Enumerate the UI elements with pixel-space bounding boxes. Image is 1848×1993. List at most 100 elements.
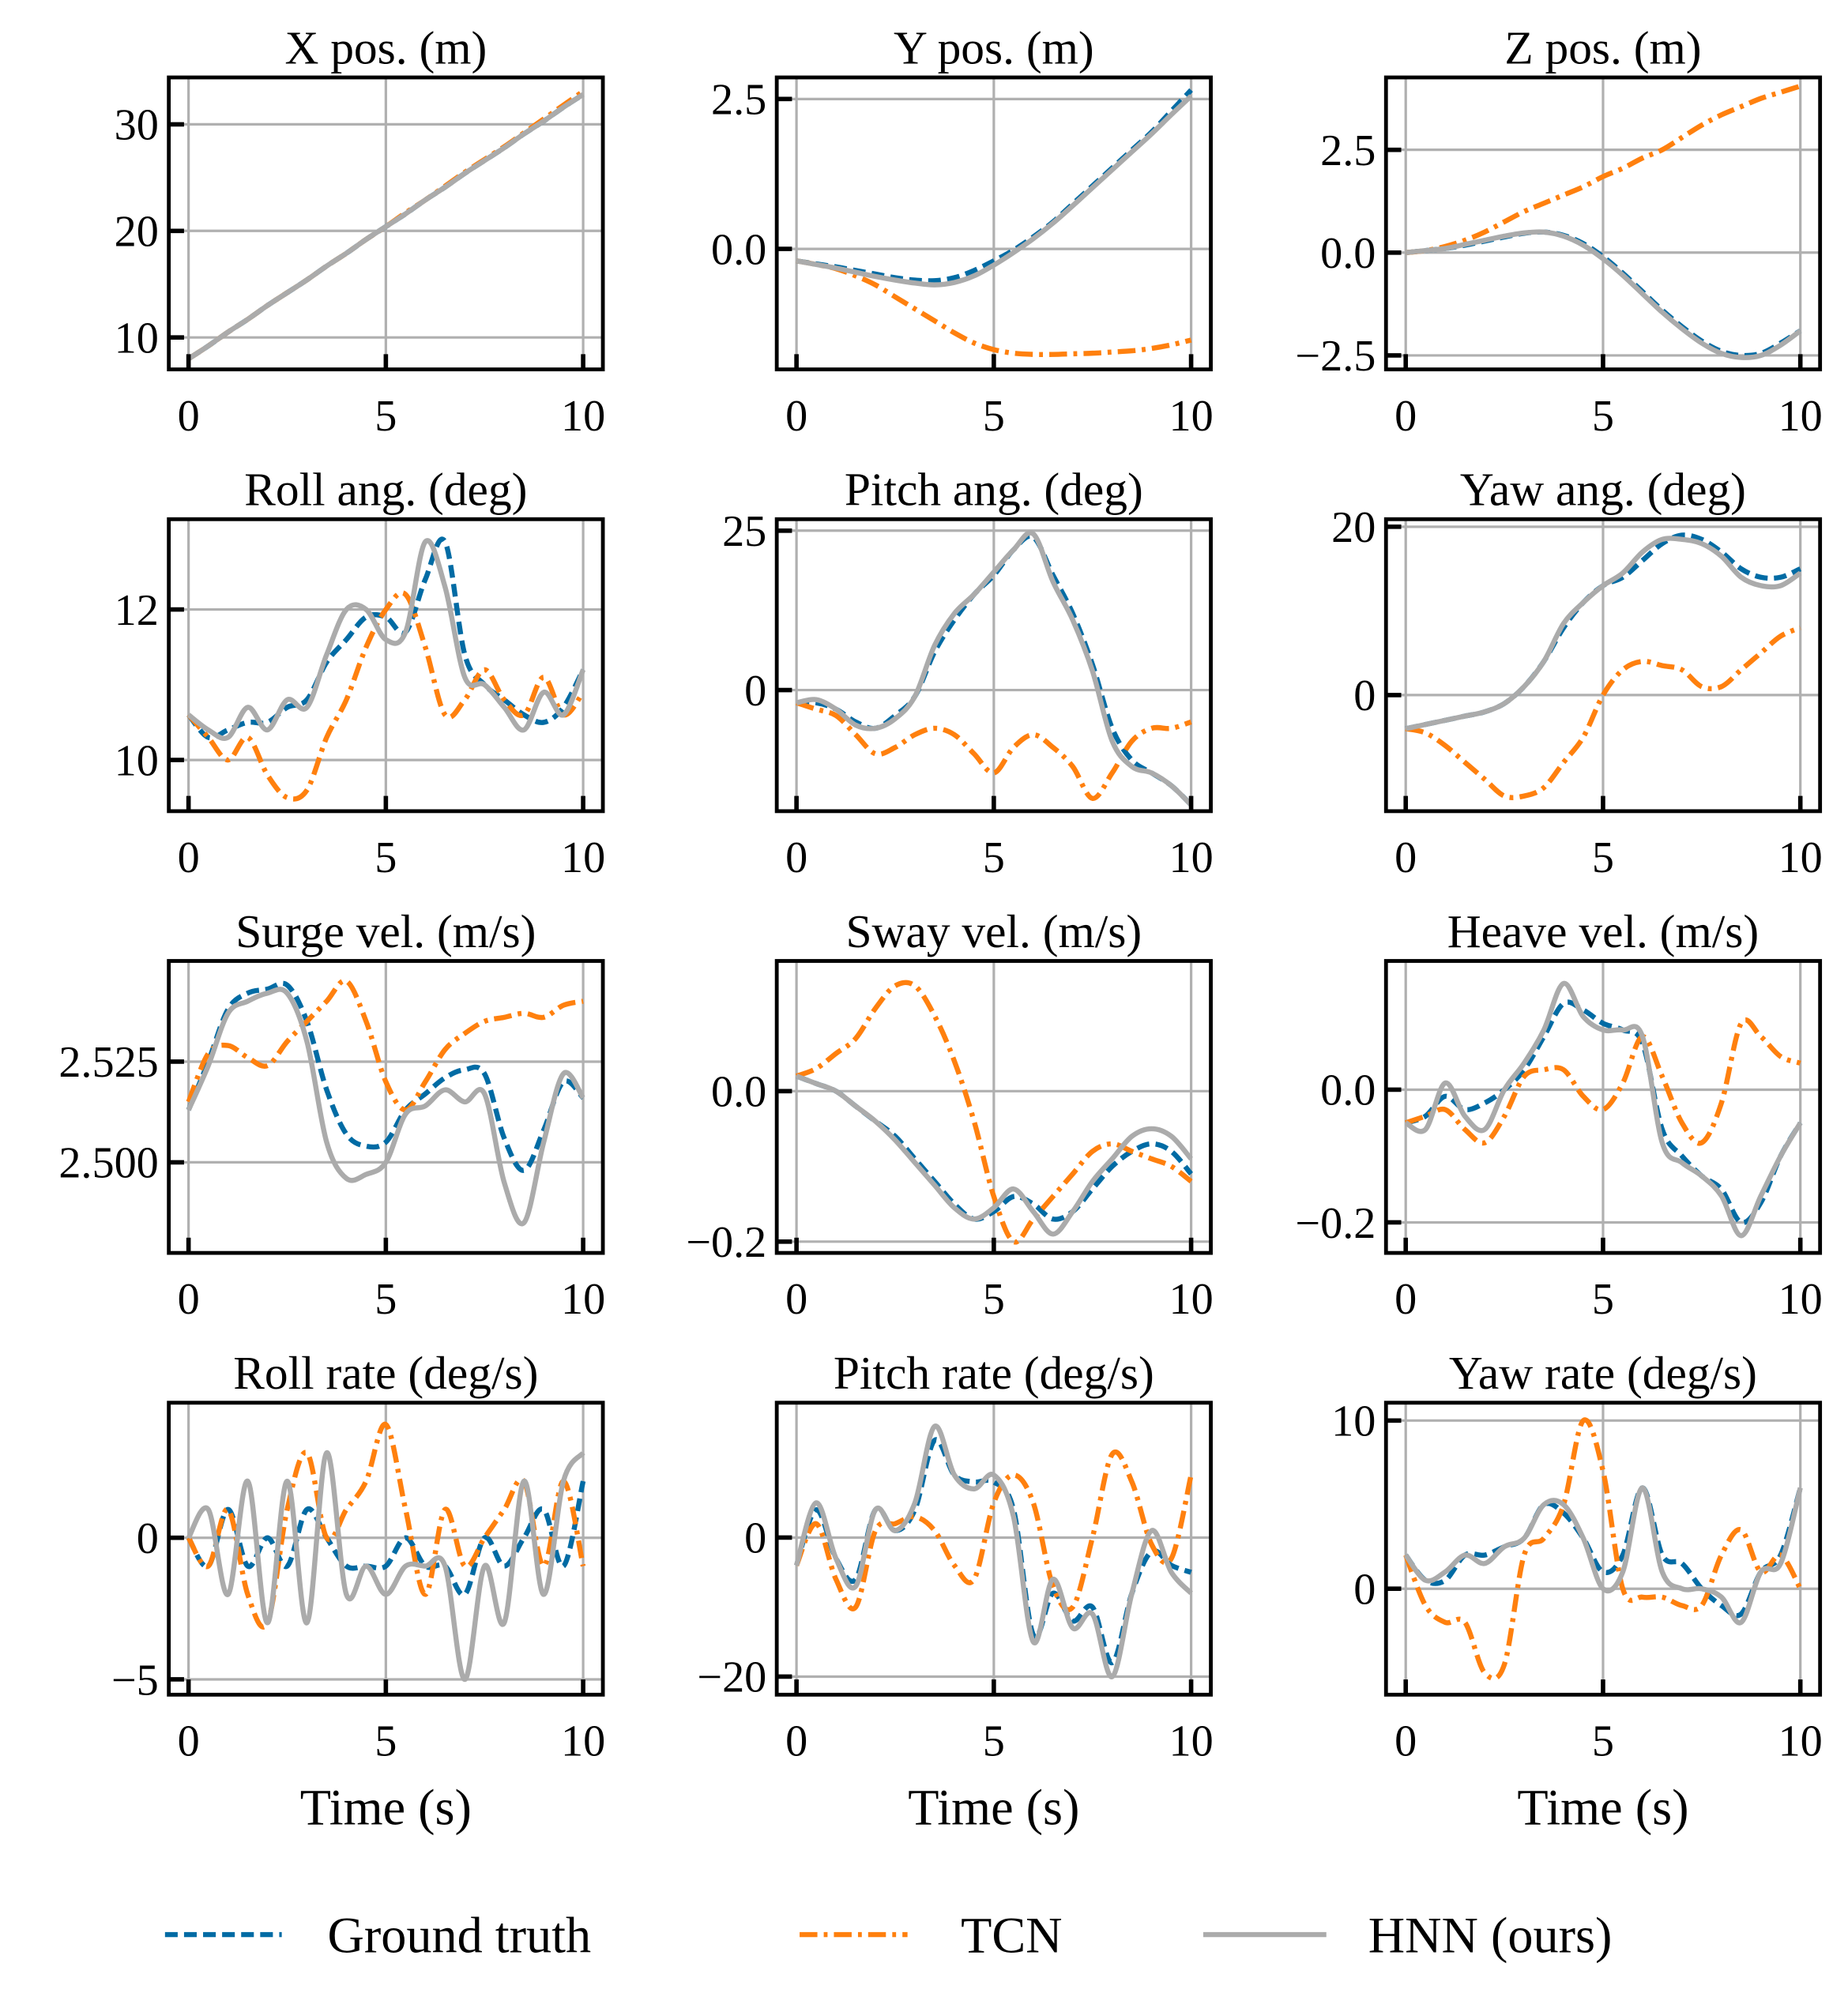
series-line-hnn-ours xyxy=(1405,229,1802,360)
x-tick-label: 5 xyxy=(374,392,397,441)
y-tick-label: 0 xyxy=(744,1514,766,1563)
y-tick-label: 10 xyxy=(115,736,159,785)
x-tick-label: 5 xyxy=(983,392,1005,441)
y-tick-label: 10 xyxy=(1331,1397,1376,1446)
x-tick-label: 5 xyxy=(983,1717,1005,1765)
series-line-hnn-ours xyxy=(795,1074,1194,1237)
y-tick-label: 20 xyxy=(115,208,159,257)
y-tick-label: 0 xyxy=(137,1514,159,1563)
axes-frame xyxy=(774,1401,1213,1697)
series-group xyxy=(186,978,585,1227)
series-group xyxy=(796,530,1193,807)
y-tick-label: 0.0 xyxy=(1320,1066,1376,1115)
x-tick-label: 0 xyxy=(785,833,807,882)
x-tick-label: 5 xyxy=(374,833,397,882)
series-group xyxy=(186,536,586,802)
x-tick-label: 0 xyxy=(178,1275,200,1324)
x-tick-label: 10 xyxy=(561,392,605,441)
legend-label: HNN (ours) xyxy=(1368,1908,1613,1964)
y-tick-label: −0.2 xyxy=(686,1218,766,1267)
series-line-tcn xyxy=(1403,1417,1803,1682)
legend-item-ground_truth: Ground truth xyxy=(164,1908,591,1964)
y-tick-label: −0.2 xyxy=(1295,1199,1376,1248)
axes-frame xyxy=(1383,959,1823,1255)
axes-frame xyxy=(167,517,605,814)
series-line-hnn-ours xyxy=(186,987,585,1227)
series-line-tcn xyxy=(1405,83,1801,255)
x-tick-label: 10 xyxy=(1169,1717,1213,1765)
subplot-grid: 0 5 10 10 20 30 X pos. (m) 0 5 10 0.0 2.5 Y pos. (m)… xyxy=(58,21,1822,1835)
x-tick-label: 0 xyxy=(1394,1717,1417,1765)
x-tick-label: 5 xyxy=(374,1275,397,1324)
legend-item-hnn: HNN (ours) xyxy=(1203,1908,1612,1964)
y-tick-label: 30 xyxy=(115,101,159,150)
x-tick-label: 10 xyxy=(561,1717,605,1765)
x-tick-label: 0 xyxy=(178,1717,200,1765)
subplot: 0 5 10 −0.2 0.0 Sway vel. (m/s) xyxy=(686,905,1213,1324)
series-group xyxy=(1405,83,1802,360)
series-line-hnn-ours xyxy=(794,1423,1193,1679)
axes-frame xyxy=(1383,75,1823,372)
subplot-title: X pos. (m) xyxy=(284,21,487,73)
series-line-ground-truth xyxy=(1403,1485,1803,1619)
series-line-ground-truth xyxy=(795,1074,1194,1222)
y-tick-label: 2.525 xyxy=(58,1038,158,1087)
subplot: 0 5 10 −20 0 Pitch rate (deg/s) Time (s) xyxy=(697,1347,1213,1835)
x-tick-label: 0 xyxy=(1394,392,1417,441)
x-tick-label: 10 xyxy=(1169,392,1213,441)
x-tick-label: 0 xyxy=(1394,1275,1417,1324)
series-line-tcn xyxy=(1405,625,1801,800)
axes-frame xyxy=(774,517,1213,814)
x-tick-label: 5 xyxy=(1592,833,1614,882)
series-group xyxy=(1403,1417,1803,1682)
series-group xyxy=(1404,980,1803,1239)
axes-frame xyxy=(1383,1401,1823,1697)
series-line-hnn-ours xyxy=(796,530,1193,807)
subplot: 0 5 10 0.0 2.5 Y pos. (m) xyxy=(711,21,1214,440)
subplot: 0 5 10 −2.5 0.0 2.5 Z pos. (m) xyxy=(1295,21,1822,440)
subplot: 0 5 10 −0.2 0.0 Heave vel. (m/s) xyxy=(1295,905,1822,1324)
subplot: 0 5 10 0 10 Yaw rate (deg/s) Time (s) xyxy=(1331,1347,1823,1835)
series-line-hnn-ours xyxy=(186,92,585,361)
y-tick-label: 2.500 xyxy=(58,1139,158,1188)
subplot-title: Yaw rate (deg/s) xyxy=(1449,1347,1757,1399)
subplot: 0 5 10 −5 0 Roll rate (deg/s) Time (s) xyxy=(111,1347,605,1835)
series-line-tcn xyxy=(795,980,1193,1245)
y-tick-label: 0.0 xyxy=(711,1068,766,1117)
x-tick-label: 10 xyxy=(1169,833,1213,882)
y-tick-label: 0 xyxy=(1353,671,1376,720)
x-tick-label: 0 xyxy=(1394,833,1417,882)
y-tick-label: 0.0 xyxy=(711,225,766,274)
y-tick-label: 0.0 xyxy=(1320,229,1376,278)
series-line-hnn-ours xyxy=(1405,536,1802,731)
y-tick-label: 12 xyxy=(115,586,159,635)
axes-frame xyxy=(167,959,605,1255)
series-line-tcn xyxy=(796,258,1192,358)
x-tick-label: 0 xyxy=(178,392,200,441)
x-tick-label: 10 xyxy=(1778,1275,1823,1324)
subplot-title: Heave vel. (m/s) xyxy=(1447,905,1759,957)
subplot: 0 5 10 10 12 Roll ang. (deg) xyxy=(115,464,606,882)
series-line-tcn xyxy=(186,590,585,802)
x-axis-label: Time (s) xyxy=(1517,1779,1688,1835)
y-tick-label: 2.5 xyxy=(711,76,766,125)
subplot-title: Pitch ang. (deg) xyxy=(845,464,1143,516)
series-line-tcn xyxy=(794,1450,1194,1612)
legend-label: TCN xyxy=(961,1908,1062,1964)
x-tick-label: 0 xyxy=(785,1717,807,1765)
series-line-tcn xyxy=(1405,1017,1801,1146)
series-line-ground-truth xyxy=(186,980,585,1173)
x-tick-label: 0 xyxy=(785,1275,807,1324)
y-tick-label: −2.5 xyxy=(1295,332,1376,381)
y-tick-label: −5 xyxy=(111,1656,159,1705)
series-line-ground-truth xyxy=(186,536,585,741)
subplot-title: Z pos. (m) xyxy=(1504,21,1701,73)
x-tick-label: 10 xyxy=(1778,392,1823,441)
x-axis-label: Time (s) xyxy=(908,1779,1079,1835)
y-tick-label: −20 xyxy=(697,1653,766,1702)
y-tick-label: 0 xyxy=(744,667,766,716)
x-tick-label: 0 xyxy=(785,392,807,441)
y-tick-label: 20 xyxy=(1331,503,1376,552)
series-line-hnn-ours xyxy=(186,1450,585,1683)
axes-frame xyxy=(1383,517,1823,814)
